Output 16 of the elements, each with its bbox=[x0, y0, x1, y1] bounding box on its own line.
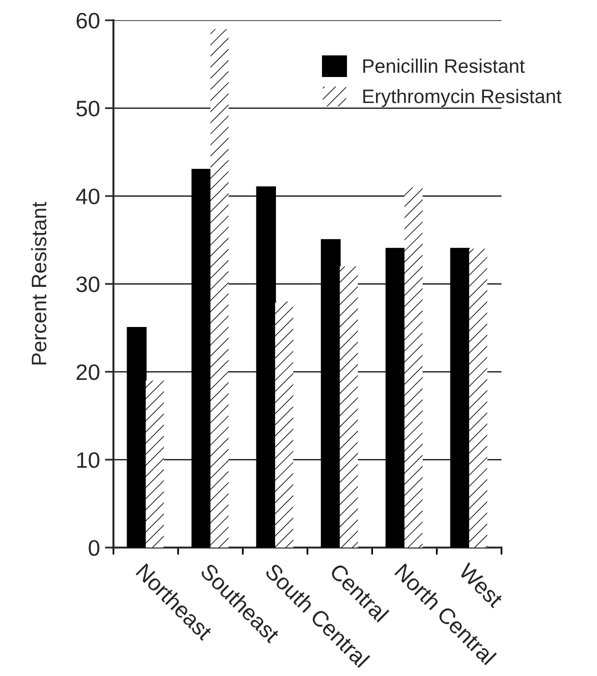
bar bbox=[146, 380, 164, 548]
y-tick-label: 10 bbox=[77, 452, 100, 468]
bar bbox=[275, 301, 294, 548]
bar bbox=[469, 248, 488, 548]
bar bbox=[340, 266, 358, 548]
y-tick-label: 50 bbox=[76, 100, 100, 116]
y-tick-label: 20 bbox=[76, 364, 100, 380]
y-axis-title: Percent Resistant bbox=[31, 202, 46, 364]
y-tick-label: 60 bbox=[76, 12, 100, 29]
legend-label: Erythromycin Resistant bbox=[363, 88, 562, 108]
legend-label: Penicillin Resistant bbox=[363, 58, 525, 73]
bar bbox=[404, 187, 423, 548]
bar bbox=[210, 29, 229, 548]
y-tick-label: 0 bbox=[88, 540, 100, 556]
y-tick-label: 30 bbox=[76, 276, 100, 292]
y-tick-label: 40 bbox=[76, 188, 100, 204]
